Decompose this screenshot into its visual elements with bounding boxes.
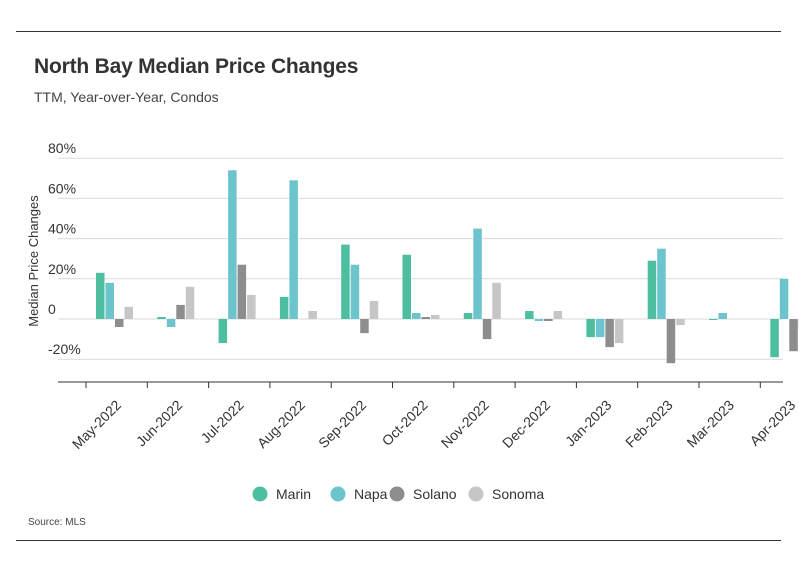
bar-napa-dec-2022 [534,319,544,321]
bar-marin-jul-2022 [218,319,228,344]
bar-marin-may-2022 [96,272,105,319]
bar-sonoma-jan-2023 [614,319,624,344]
bar-marin-aug-2022 [279,296,289,319]
y-tick-label: 40% [48,221,76,237]
bar-solano-feb-2023 [666,319,676,364]
bar-marin-oct-2022 [402,254,411,319]
bar-napa-oct-2022 [412,313,421,319]
bar-sonoma-may-2022 [124,306,133,319]
bottom-rule [16,540,781,541]
x-tick-label: Feb-2023 [622,397,676,451]
bar-sonoma-feb-2023 [676,319,685,325]
bar-sonoma-oct-2022 [431,315,440,319]
top-rule [16,31,781,32]
bar-marin-dec-2022 [525,311,534,319]
bar-napa-nov-2022 [473,228,482,319]
y-tick-label: 80% [48,140,76,156]
bar-marin-mar-2023 [709,319,718,320]
bar-solano-dec-2022 [544,319,553,321]
bar-marin-apr-2023 [770,319,779,358]
legend-swatch-marin [252,486,268,502]
bar-solano-apr-2023 [789,319,798,352]
legend: Marin Napa Solano Sonoma [252,486,544,502]
x-tick-label: Nov-2022 [438,397,492,451]
x-tick-label: Jan-2023 [562,397,615,450]
legend-swatch-napa [330,486,346,502]
legend-swatch-solano [389,486,405,502]
x-tick-label: Jul-2022 [197,397,246,446]
bar-solano-jul-2022 [237,264,247,319]
bar-napa-sep-2022 [350,264,360,319]
x-tick-label: Dec-2022 [499,397,553,451]
x-tick-label: Sep-2022 [315,397,369,451]
x-tick-label: Oct-2022 [379,397,431,449]
bar-napa-mar-2023 [718,313,727,319]
bar-solano-nov-2022 [482,319,492,340]
y-tick-labels: -20% 0 20% 40% 60% 80% [48,140,81,357]
bar-solano-may-2022 [115,319,124,327]
bar-marin-sep-2022 [341,244,350,319]
legend-swatch-sonoma [468,486,484,502]
bar-napa-jan-2023 [595,319,605,338]
legend-label-napa: Napa [354,486,388,502]
y-tick-label: 0 [48,301,56,317]
bar-napa-may-2022 [105,282,114,319]
bar-sonoma-aug-2022 [308,311,317,319]
x-tick-labels: May-2022 Jun-2022 Jul-2022 Aug-2022 Sep-2022… [69,397,799,452]
x-axis [58,381,783,388]
bar-napa-jul-2022 [228,170,237,319]
legend-label-marin: Marin [276,486,311,502]
bar-napa-apr-2023 [779,278,789,319]
x-tick-label: Apr-2023 [746,397,798,449]
bar-solano-sep-2022 [360,319,369,334]
bar-napa-jun-2022 [166,319,176,327]
bar-napa-aug-2022 [289,180,298,319]
bar-solano-oct-2022 [421,317,430,319]
bar-marin-jun-2022 [157,317,166,319]
chart-subtitle: TTM, Year-over-Year, Condos [34,89,219,105]
bar-napa-feb-2023 [657,248,666,319]
legend-label-sonoma: Sonoma [492,486,544,502]
bars [96,170,799,364]
bar-sonoma-dec-2022 [553,311,563,319]
x-tick-label: Mar-2023 [683,397,737,451]
x-tick-label: Jun-2022 [133,397,186,450]
x-tick-label: May-2022 [69,397,124,452]
bar-sonoma-sep-2022 [369,300,379,319]
legend-label-solano: Solano [413,486,457,502]
bar-sonoma-nov-2022 [492,282,501,319]
bar-solano-jan-2023 [605,319,614,348]
x-tick-label: Aug-2022 [254,397,308,451]
source-note: Source: MLS [28,517,86,528]
chart-title: North Bay Median Price Changes [34,55,359,78]
y-tick-label: -20% [48,341,81,357]
bar-solano-jun-2022 [176,304,185,319]
y-tick-label: 60% [48,180,76,196]
bar-marin-nov-2022 [463,313,473,319]
y-axis-title: Median Price Changes [26,195,41,327]
bar-sonoma-jul-2022 [247,294,256,319]
bar-marin-jan-2023 [586,319,595,338]
bar-marin-feb-2023 [647,260,657,319]
bar-sonoma-jun-2022 [185,286,195,319]
y-tick-label: 20% [48,261,76,277]
